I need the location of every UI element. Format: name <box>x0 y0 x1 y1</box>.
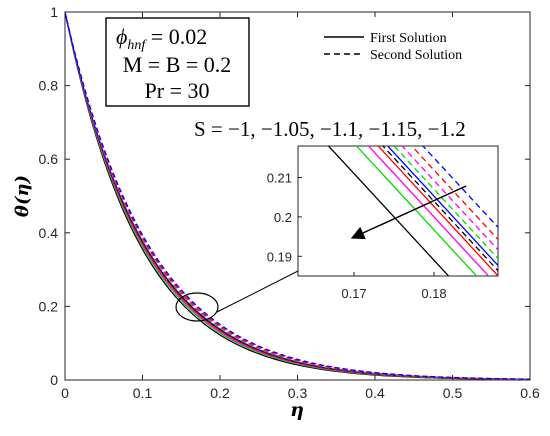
parameter-phi-symbol: ϕ <box>116 24 127 49</box>
magnifier-connector <box>216 269 301 313</box>
parameter-phi-subscript: hnf <box>127 38 147 53</box>
x-tick-label-6: 0.6 <box>520 385 540 401</box>
inset-plot: 0.17 0.18 0.19 0.2 0.21 <box>267 145 499 301</box>
inset-series-line-2 <box>355 146 478 276</box>
inset-curves <box>327 146 498 276</box>
y-axis: 0 0.2 0.4 0.6 0.8 1 <box>39 4 530 388</box>
x-tick-label-1: 0.1 <box>133 385 153 401</box>
y-tick-label-2: 0.4 <box>39 225 59 241</box>
series-line-9 <box>65 12 530 380</box>
parameter-box: ϕhnf = 0.02 M = B = 0.2 Pr = 30 <box>105 17 250 107</box>
x-tick-label-0: 0 <box>61 385 69 401</box>
inset-series-line-7 <box>393 146 498 260</box>
inset-series-line-3 <box>367 146 490 276</box>
y-axis-label: θ(η) <box>12 175 33 217</box>
x-tick-label-2: 0.2 <box>210 385 230 401</box>
inset-axes: 0.17 0.18 0.19 0.2 0.21 <box>267 171 447 301</box>
parameter-box-frame <box>105 17 250 107</box>
series-line-10 <box>65 12 530 380</box>
inset-y-tick-label-2: 0.21 <box>267 171 292 186</box>
inset-y-tick-label-0: 0.19 <box>267 249 292 264</box>
inset-series-line-1 <box>327 146 450 276</box>
inset-x-tick-label-0: 0.17 <box>341 286 366 301</box>
s-increase-arrow <box>350 185 467 240</box>
inset-x-tick-label-1: 0.18 <box>421 286 446 301</box>
x-axis: 0 0.1 0.2 0.3 0.4 0.5 0.6 <box>61 12 540 401</box>
legend-label-second: Second Solution <box>370 48 462 63</box>
legend: First Solution Second Solution <box>324 31 462 63</box>
y-tick-label-0: 0 <box>50 372 58 388</box>
x-axis-label: η <box>290 399 304 421</box>
parameter-pr: Pr = 30 <box>145 78 210 103</box>
inset-series-line-4 <box>377 146 498 276</box>
parameter-s-annotation: S = −1, −1.05, −1.1, −1.15, −1.2 <box>194 117 466 141</box>
parameter-m-b: M = B = 0.2 <box>123 52 232 77</box>
x-tick-label-4: 0.4 <box>365 385 385 401</box>
legend-label-first: First Solution <box>370 31 447 46</box>
x-tick-label-3: 0.3 <box>288 385 308 401</box>
y-tick-label-4: 0.8 <box>39 78 59 94</box>
inset-frame <box>297 145 499 277</box>
x-tick-label-5: 0.5 <box>443 385 463 401</box>
y-tick-label-5: 1 <box>50 4 58 20</box>
magnifier-ellipse <box>175 292 219 322</box>
parameter-phi-value: = 0.02 <box>145 24 207 49</box>
y-tick-label-1: 0.2 <box>39 298 59 314</box>
parameter-phi: ϕhnf = 0.02 <box>116 24 207 53</box>
y-tick-label-3: 0.6 <box>39 151 59 167</box>
inset-y-tick-label-1: 0.2 <box>274 210 292 225</box>
inset-series-line-5 <box>386 146 498 267</box>
inset-series-line-6 <box>382 146 498 272</box>
